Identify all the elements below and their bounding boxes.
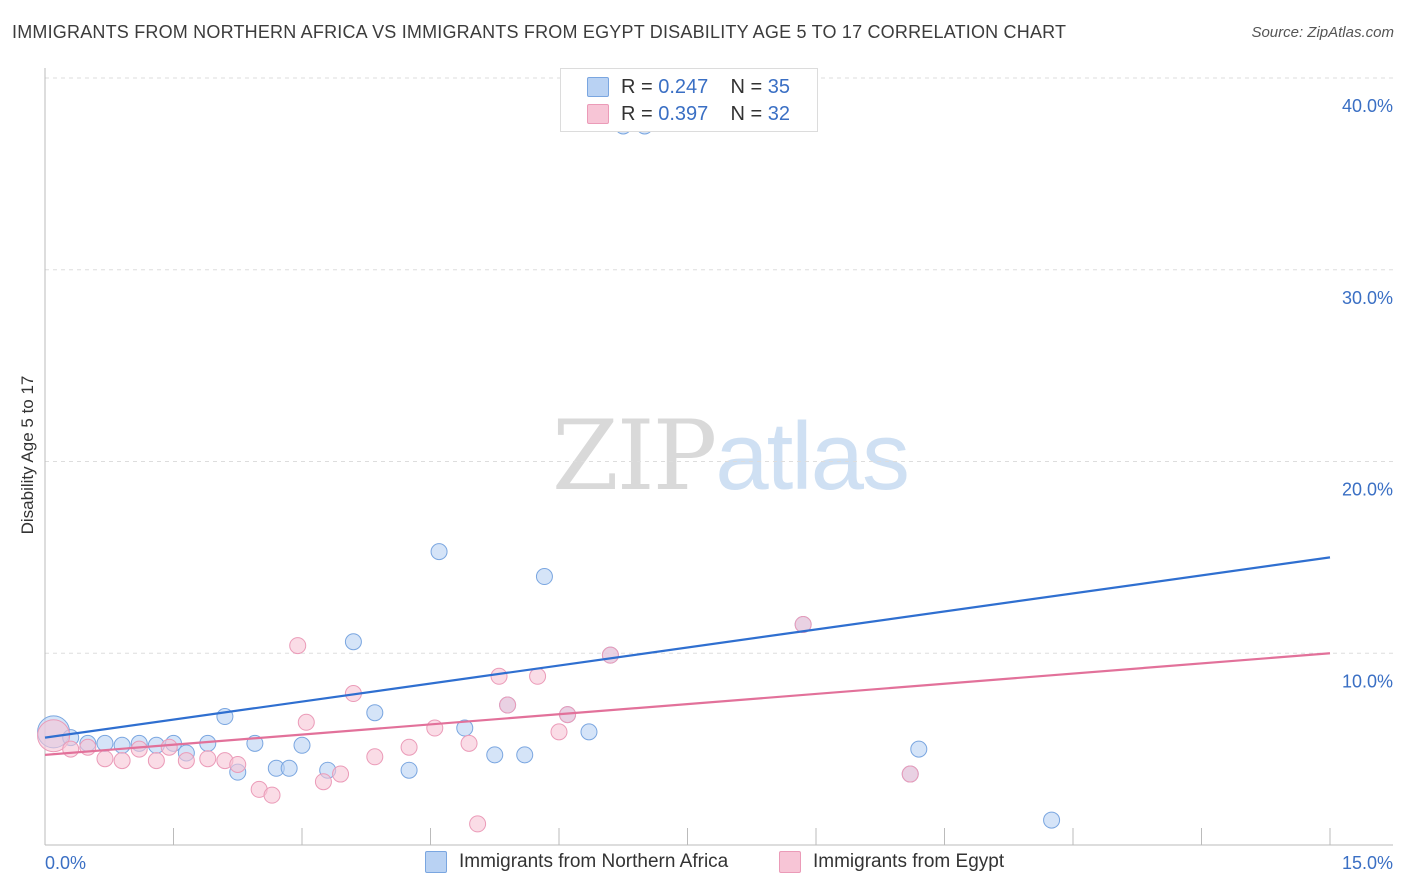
tick-labels: 10.0% 20.0% 30.0% 40.0% 0.0% 15.0% [45, 96, 1393, 873]
source-credit: Source: ZipAtlas.com [1251, 24, 1394, 41]
scatter-point [901, 765, 919, 783]
x-tick-label-min: 0.0% [45, 853, 86, 873]
scatter-point [460, 734, 478, 752]
scatter-point [289, 637, 307, 655]
scatter-point [601, 646, 619, 664]
x-tick-label-max: 15.0% [1342, 853, 1393, 873]
scatter-point [113, 736, 131, 754]
scatter-point [426, 719, 444, 737]
scatter-point [535, 568, 553, 586]
scatter-point [229, 755, 247, 773]
scatter-point [96, 750, 114, 768]
series-egypt-points [37, 615, 919, 833]
axes [44, 68, 1393, 846]
blue-swatch-icon [425, 851, 447, 873]
blue-swatch-icon [587, 77, 609, 97]
legend-text-northern-africa: R = 0.247 N = 35 [621, 76, 790, 99]
scatter-point [280, 759, 298, 777]
scatter-point [297, 713, 315, 731]
scatter-point [529, 667, 547, 685]
r-label: R = [621, 75, 653, 98]
scatter-point [366, 704, 384, 722]
scatter-point [499, 696, 517, 714]
trend-lines [44, 556, 1331, 756]
scatter-point [62, 740, 80, 758]
trend-line [44, 652, 1331, 756]
scatter-point [130, 740, 148, 758]
scatter-point [113, 752, 131, 770]
scatter-point [794, 615, 812, 633]
scatter-point [516, 746, 534, 764]
scatter-point [263, 786, 281, 804]
scatter-point [177, 752, 195, 770]
trend-line [44, 556, 1331, 739]
scatter-point [550, 723, 568, 741]
scatter-point [344, 633, 362, 651]
zipatlas-watermark: ZIPatlas [552, 400, 910, 512]
scatter-point [469, 815, 487, 833]
scatter-point [490, 667, 508, 685]
chart-title: IMMIGRANTS FROM NORTHERN AFRICA VS IMMIG… [12, 22, 1067, 42]
scatter-point [910, 740, 928, 758]
correlation-legend: R = 0.247 N = 35 R = 0.397 N = 32 [560, 68, 818, 132]
pink-swatch-icon [587, 104, 609, 124]
r-label: R = [621, 102, 653, 125]
n-label: N = [730, 75, 763, 98]
pink-swatch-icon [779, 851, 801, 873]
scatter-point [314, 773, 332, 791]
scatter-point [199, 750, 217, 768]
scatter-point [366, 748, 384, 766]
legend-item-northern-africa: Immigrants from Northern Africa [425, 851, 728, 873]
scatter-point [400, 738, 418, 756]
legend-label: Immigrants from Northern Africa [459, 851, 729, 872]
y-tick-label: 20.0% [1342, 480, 1393, 500]
scatter-point [486, 746, 504, 764]
watermark-atlas: atlas [715, 403, 910, 510]
legend-text-egypt: R = 0.397 N = 32 [621, 103, 790, 126]
y-tick-label: 40.0% [1342, 96, 1393, 116]
watermark-zip: ZIP [552, 400, 717, 512]
scatter-point [160, 738, 178, 756]
legend-label: Immigrants from Egypt [813, 851, 1005, 872]
scatter-point [293, 736, 311, 754]
scatter-point [580, 723, 598, 741]
scatter-point [332, 765, 350, 783]
scatter-point [430, 543, 448, 561]
n-label: N = [730, 102, 763, 125]
legend-item-egypt: Immigrants from Egypt [779, 851, 1004, 873]
n-value: 32 [767, 102, 791, 125]
y-tick-label: 10.0% [1342, 671, 1393, 691]
gridlines [45, 77, 1393, 654]
scatter-point [1043, 811, 1061, 829]
r-value: 0.397 [658, 102, 709, 125]
n-value: 35 [767, 75, 791, 98]
series-legend: Immigrants from Northern Africa Immigran… [0, 851, 1406, 877]
y-tick-label: 30.0% [1342, 288, 1393, 308]
scatter-point [147, 752, 165, 770]
series-northern-africa-points [37, 117, 1061, 829]
r-value: 0.247 [658, 75, 709, 98]
scatter-point [400, 761, 418, 779]
